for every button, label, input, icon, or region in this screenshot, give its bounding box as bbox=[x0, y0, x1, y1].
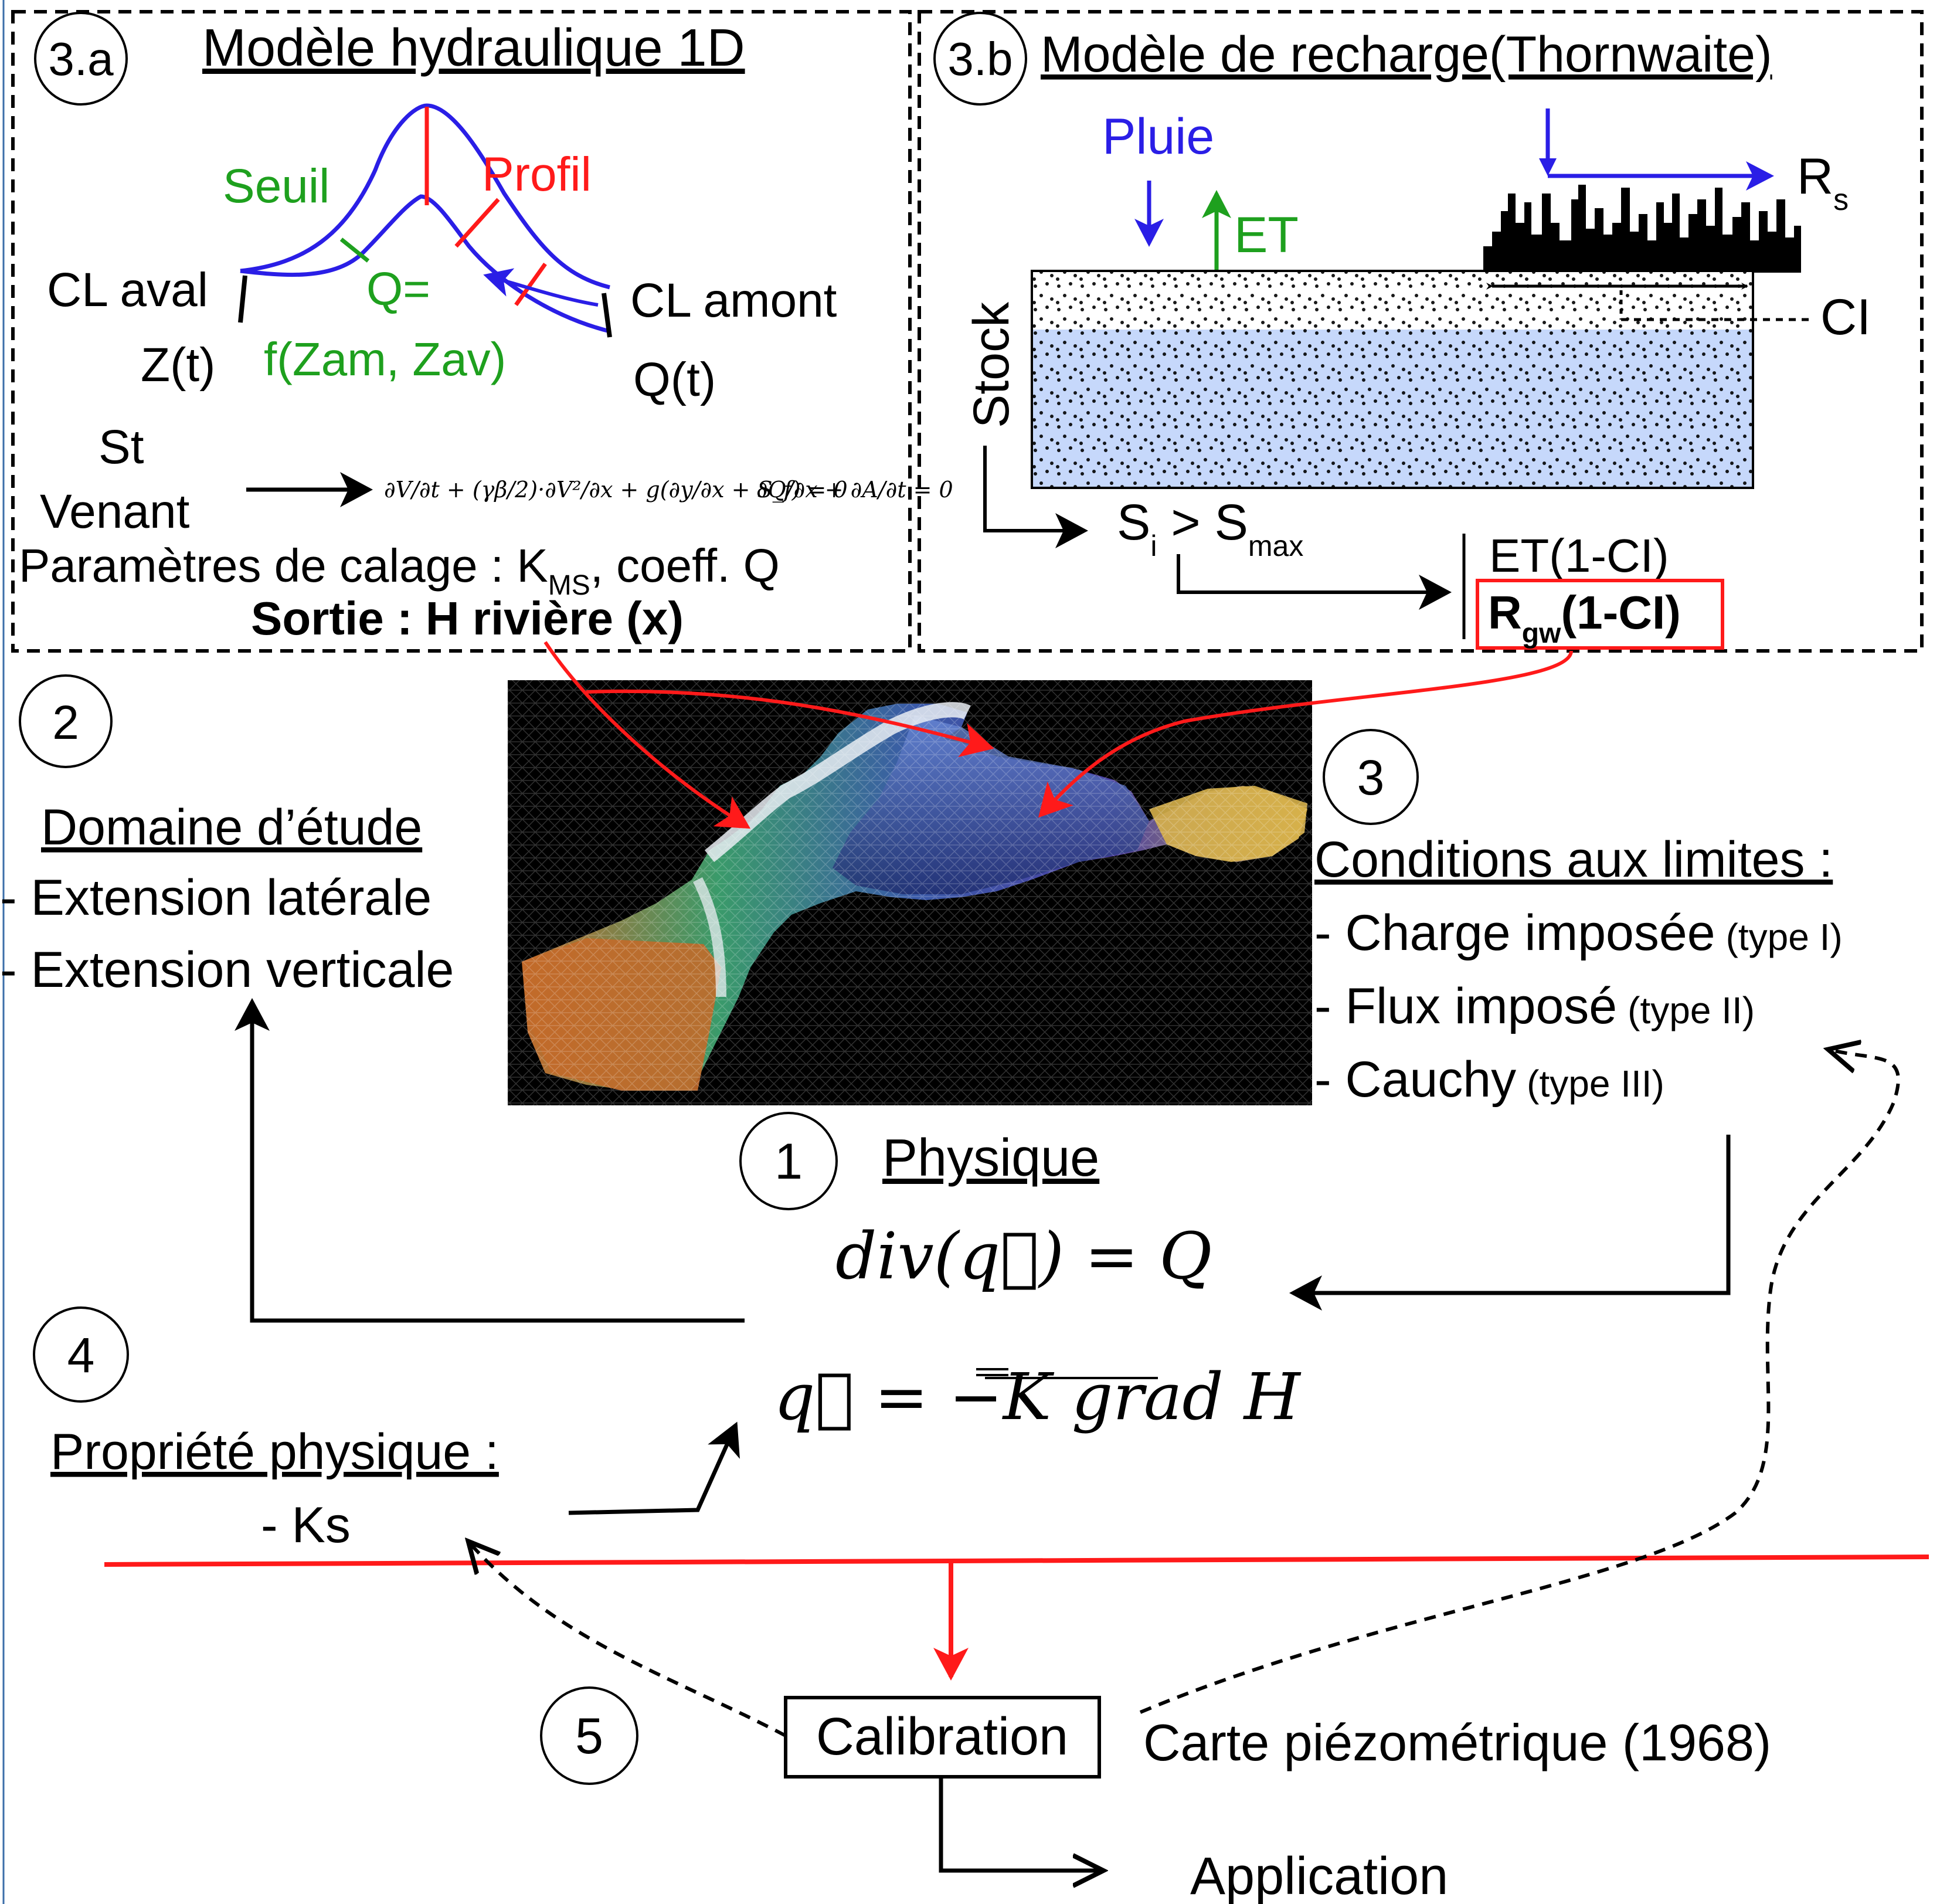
calibration-label: Calibration bbox=[816, 1708, 1068, 1766]
profil-line-3 bbox=[514, 262, 547, 307]
stock-to-si-arrow bbox=[983, 446, 1088, 548]
badge-1-label: 1 bbox=[774, 1133, 803, 1190]
ks-to-darcy-arrow bbox=[568, 1421, 740, 1515]
panel-3b-title: Modèle de recharge(Thornwaite) bbox=[1041, 26, 1772, 83]
cl-amont-label: CL amont bbox=[630, 274, 837, 327]
domaine-item-2: - Extension verticale bbox=[0, 942, 454, 998]
domaine-title: Domaine d’étude bbox=[41, 799, 422, 856]
cl-aval-label: CL aval bbox=[47, 263, 208, 317]
section-1: 1 Physique div(q⃗) = Q q⃗ = −K grad H bbox=[739, 1112, 1302, 1434]
cl-aval-bar bbox=[238, 275, 247, 323]
stock-reservoir bbox=[1031, 270, 1754, 489]
condition-item-2: - Flux imposé (type II) bbox=[1314, 978, 1755, 1034]
st-label: St bbox=[98, 420, 144, 474]
calage-text: Paramètres de calage : KMS, coeff. Q bbox=[19, 539, 780, 601]
ci-label: CI bbox=[1820, 289, 1871, 345]
profil-line-2 bbox=[454, 198, 500, 248]
badge-5 bbox=[540, 1686, 638, 1785]
city-skyline bbox=[1483, 185, 1801, 273]
badge-1 bbox=[739, 1112, 838, 1210]
calibration-to-conditions-dashed-arrow bbox=[1139, 1050, 1900, 1714]
data-separator-line bbox=[104, 1555, 1929, 1567]
si-condition: Si > Smax bbox=[1117, 494, 1303, 562]
domaine-item-1: - Extension latérale bbox=[0, 870, 432, 926]
st-venant-continuity-equation: ∂Q/∂x + ∂A/∂t = 0 bbox=[756, 477, 953, 503]
badge-2 bbox=[19, 674, 113, 768]
badge-5-label: 5 bbox=[575, 1708, 603, 1764]
badge-3-label: 3 bbox=[1357, 750, 1385, 805]
rgw-label: Rgw(1-CI) bbox=[1488, 586, 1681, 649]
q-equals-label: Q= bbox=[366, 263, 430, 315]
divergence-equation: div(q⃗) = Q bbox=[835, 1219, 1212, 1294]
flow-direction-arrow bbox=[483, 268, 599, 307]
calibration-to-ks-dashed-arrow bbox=[469, 1542, 787, 1737]
recharge-to-model-arrow bbox=[1038, 650, 1573, 818]
urban-arrow-head bbox=[1539, 158, 1557, 176]
sortie-text: Sortie : H rivière (x) bbox=[251, 592, 684, 644]
conditions-to-physique-arrow bbox=[1289, 1135, 1731, 1311]
panel-3a-title: Modèle hydraulique 1D bbox=[202, 19, 745, 77]
darcy-equation: q⃗ = −K grad H bbox=[774, 1359, 1302, 1434]
model-3d-image bbox=[508, 680, 1312, 1105]
si-to-output-arrow bbox=[1177, 554, 1452, 610]
section-4: 4 Propriété physique : - Ks bbox=[33, 1306, 740, 1553]
section-5: 5 Calibration Carte piézométrique (1968)… bbox=[540, 1686, 1771, 1904]
channel-outer-bank bbox=[240, 103, 610, 290]
panel-3a: 3.a Modèle hydraulique 1D Seuil Profil Q… bbox=[11, 10, 953, 653]
badge-3b-label: 3.b bbox=[947, 33, 1013, 85]
conditions-title: Conditions aux limites : bbox=[1314, 831, 1833, 888]
condition-item-3: - Cauchy (type III) bbox=[1314, 1051, 1664, 1108]
badge-4 bbox=[33, 1306, 129, 1403]
seuil-line bbox=[339, 237, 370, 263]
carte-piezometrique-label: Carte piézométrique (1968) bbox=[1143, 1713, 1771, 1771]
physique-title: Physique bbox=[882, 1129, 1099, 1187]
channel-inner-bank bbox=[240, 194, 610, 334]
et-ci-label: ET(1-CI) bbox=[1489, 530, 1669, 582]
badge-3 bbox=[1323, 729, 1419, 825]
badge-3a-label: 3.a bbox=[48, 33, 114, 85]
calibration-to-application-arrow bbox=[939, 1777, 1102, 1871]
river-to-model-arrow bbox=[543, 641, 751, 829]
condition-item-1: - Charge imposée (type I) bbox=[1314, 905, 1843, 961]
section-2: 2 Domaine d’étude - Extension latérale -… bbox=[0, 674, 454, 998]
badge-2-label: 2 bbox=[52, 696, 79, 749]
propriete-title: Propriété physique : bbox=[50, 1424, 499, 1480]
cl-amont-bar bbox=[602, 293, 612, 338]
river-to-model-arrow-2 bbox=[586, 689, 994, 758]
rs-label: Rs bbox=[1797, 148, 1849, 217]
badge-4-label: 4 bbox=[67, 1328, 95, 1383]
panel-3b: 3.b Modèle de recharge(Thornwaite) Pluie… bbox=[918, 10, 1924, 653]
venant-label: Venant bbox=[40, 485, 190, 538]
st-venant-momentum-equation: ∂V/∂t + (γβ/2)·∂V²/∂x + g(∂y/∂x + S_f) =… bbox=[384, 477, 848, 503]
propriete-item-ks: - Ks bbox=[261, 1497, 351, 1553]
panel-3a-border bbox=[11, 10, 912, 653]
et-label: ET bbox=[1234, 207, 1299, 263]
panel-3b-border bbox=[918, 10, 1924, 653]
seuil-label: Seuil bbox=[223, 159, 329, 213]
physique-to-domaine-arrow bbox=[235, 998, 745, 1323]
z-t-label: Z(t) bbox=[141, 338, 215, 392]
q-function-label: f(Zam, Zav) bbox=[264, 333, 506, 385]
badge-3b bbox=[933, 12, 1027, 106]
stock-label: Stock bbox=[963, 301, 1020, 428]
pluie-label: Pluie bbox=[1102, 108, 1214, 165]
rgw-highlight-box bbox=[1476, 579, 1724, 650]
calibration-box bbox=[784, 1696, 1101, 1779]
application-label: Application bbox=[1190, 1847, 1448, 1904]
q-t-label: Q(t) bbox=[633, 353, 716, 406]
badge-3a bbox=[34, 12, 128, 106]
section-3: 3 Conditions aux limites : - Charge impo… bbox=[1314, 729, 1843, 1108]
profil-label: Profil bbox=[482, 148, 592, 201]
